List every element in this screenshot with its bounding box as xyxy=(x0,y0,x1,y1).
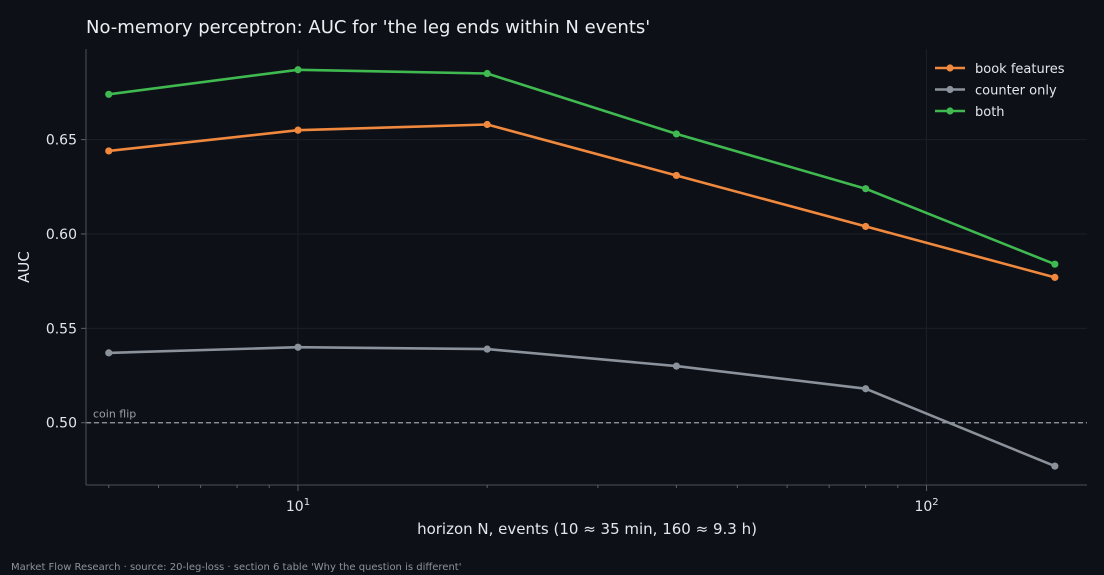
data-point-counter-only xyxy=(1051,462,1059,470)
series-group xyxy=(105,66,1059,470)
y-tick-label: 0.55 xyxy=(46,321,77,337)
data-point-both xyxy=(1051,260,1059,268)
legend-label-book-features: book features xyxy=(975,62,1065,77)
series-line-both xyxy=(108,68,1056,266)
data-point-counter-only xyxy=(862,385,870,393)
data-point-book-features xyxy=(294,126,302,134)
data-point-both xyxy=(105,90,113,98)
legend-marker-counter-only xyxy=(946,85,954,94)
data-point-counter-only xyxy=(294,343,302,351)
x-tick-label: 102 xyxy=(914,497,938,515)
data-point-book-features xyxy=(672,171,681,180)
data-point-both xyxy=(483,69,491,78)
series-line-counter-only xyxy=(108,345,1056,468)
x-tick-label: 101 xyxy=(286,497,310,515)
x-axis-label: horizon N, events (10 ≈ 35 min, 160 ≈ 9.… xyxy=(417,520,757,538)
data-point-both xyxy=(294,66,302,74)
y-tick-label: 0.65 xyxy=(46,133,77,149)
data-point-counter-only xyxy=(483,345,491,353)
y-axis-label: AUC xyxy=(15,251,33,283)
series-line-book-features xyxy=(108,123,1056,279)
data-point-both xyxy=(672,130,681,138)
legend: book features counter only both xyxy=(935,62,1065,120)
data-point-book-features xyxy=(483,120,491,129)
y-tick-label: 0.50 xyxy=(46,416,77,432)
data-point-counter-only xyxy=(672,362,681,370)
legend-label-counter-only: counter only xyxy=(975,84,1057,99)
data-point-both xyxy=(862,185,870,193)
y-tick-label: 0.60 xyxy=(46,227,77,243)
legend-marker-both xyxy=(946,107,954,115)
data-point-book-features xyxy=(862,222,870,231)
coin-flip-label: coin flip xyxy=(93,408,136,421)
legend-label-both: both xyxy=(975,105,1005,120)
legend-marker-book-features xyxy=(946,64,954,72)
grid xyxy=(86,49,1087,485)
axes: 0.50 0.55 0.60 0.65 101 102 xyxy=(46,49,1087,515)
data-point-book-features xyxy=(105,147,113,155)
data-point-book-features xyxy=(1051,273,1059,281)
source-footer: Market Flow Research · source: 20-leg-lo… xyxy=(11,562,461,573)
reference-line-group: coin flip xyxy=(86,408,1087,424)
chart-title: No-memory perceptron: AUC for 'the leg e… xyxy=(86,17,650,38)
data-point-counter-only xyxy=(105,349,113,357)
